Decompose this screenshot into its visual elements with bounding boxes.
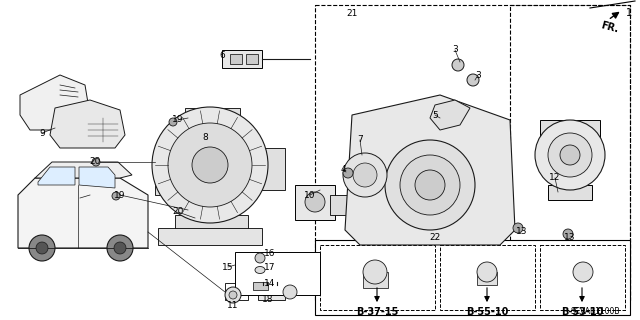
Circle shape (114, 242, 126, 254)
Circle shape (229, 291, 237, 299)
Text: 21: 21 (346, 9, 358, 18)
Bar (477, 272, 497, 285)
Bar (315, 5, 630, 300)
Bar (330, 195, 350, 215)
Bar (363, 272, 388, 288)
Circle shape (36, 242, 48, 254)
Bar (440, 245, 535, 310)
Text: 9: 9 (39, 129, 45, 138)
Circle shape (467, 74, 479, 86)
Text: 20: 20 (172, 207, 184, 217)
Text: 12: 12 (549, 173, 561, 182)
Circle shape (353, 163, 377, 187)
Bar (320, 245, 435, 310)
Text: 1: 1 (626, 8, 632, 18)
Circle shape (400, 155, 460, 215)
Text: 11: 11 (227, 300, 239, 309)
Circle shape (415, 170, 445, 200)
Bar (225, 283, 248, 300)
Text: 22: 22 (429, 234, 440, 243)
Circle shape (107, 235, 133, 261)
Circle shape (452, 59, 464, 71)
Bar (510, 5, 630, 300)
Bar (175, 215, 248, 230)
Bar (248, 148, 285, 190)
Text: 15: 15 (222, 262, 234, 271)
Circle shape (563, 229, 573, 239)
Circle shape (535, 120, 605, 190)
Polygon shape (20, 75, 90, 130)
Circle shape (343, 168, 353, 178)
Bar (88, 118, 118, 142)
Text: 3: 3 (475, 70, 481, 79)
Circle shape (283, 285, 297, 299)
Text: 5: 5 (432, 110, 438, 119)
Text: 3: 3 (452, 45, 458, 54)
Circle shape (560, 145, 580, 165)
Bar (155, 145, 175, 195)
Bar (235, 252, 320, 295)
Circle shape (363, 260, 387, 284)
Bar (258, 285, 285, 300)
Text: 7: 7 (357, 135, 363, 145)
Text: 6: 6 (219, 51, 225, 60)
Polygon shape (38, 167, 75, 185)
Circle shape (548, 133, 592, 177)
Text: 19: 19 (172, 116, 184, 124)
Text: 20: 20 (90, 157, 100, 166)
Bar (540, 245, 625, 310)
Text: 19: 19 (115, 190, 125, 199)
Text: SCVAB1100B: SCVAB1100B (570, 307, 620, 316)
Bar (548, 185, 592, 200)
Circle shape (513, 223, 523, 233)
Bar (246, 54, 258, 64)
Ellipse shape (255, 267, 265, 274)
Circle shape (112, 192, 120, 200)
Bar (185, 108, 240, 130)
Text: B-37-15: B-37-15 (356, 307, 398, 317)
Circle shape (152, 107, 268, 223)
Polygon shape (430, 100, 470, 130)
Circle shape (573, 262, 593, 282)
Polygon shape (35, 162, 132, 178)
Text: 14: 14 (264, 278, 276, 287)
Bar (222, 50, 262, 68)
Bar (295, 185, 335, 220)
Text: 13: 13 (564, 234, 576, 243)
Circle shape (305, 192, 325, 212)
Circle shape (92, 158, 100, 166)
Text: FR.: FR. (600, 20, 620, 34)
Circle shape (385, 140, 475, 230)
Text: 13: 13 (516, 228, 528, 236)
Polygon shape (50, 100, 125, 148)
Text: B-55-10: B-55-10 (466, 307, 508, 317)
Text: 8: 8 (202, 132, 208, 141)
Polygon shape (18, 178, 148, 248)
Circle shape (168, 123, 252, 207)
Circle shape (192, 147, 228, 183)
Circle shape (343, 153, 387, 197)
Text: 4: 4 (340, 165, 346, 174)
Polygon shape (79, 167, 115, 188)
Circle shape (255, 253, 265, 263)
Polygon shape (345, 95, 515, 245)
Text: 16: 16 (264, 249, 276, 258)
Text: 10: 10 (304, 190, 316, 199)
Circle shape (477, 262, 497, 282)
Bar (253, 282, 268, 290)
Bar (158, 228, 262, 245)
Circle shape (169, 118, 177, 126)
Bar (540, 120, 600, 145)
Circle shape (225, 287, 241, 303)
Bar (230, 54, 242, 64)
Text: 18: 18 (262, 295, 274, 305)
Text: 17: 17 (264, 262, 276, 271)
Text: B-53-10: B-53-10 (561, 307, 603, 317)
Bar (315, 240, 630, 315)
Circle shape (29, 235, 55, 261)
